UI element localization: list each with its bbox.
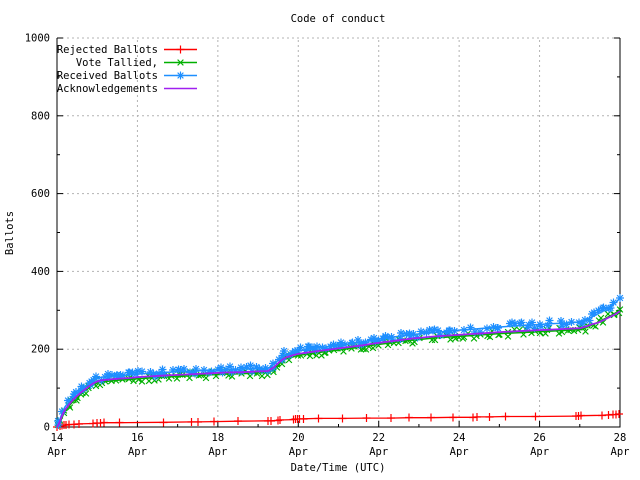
y-tick-label: 200: [31, 344, 50, 356]
x-tick-label: 14: [51, 432, 64, 444]
x-tick-sublabel: Apr: [289, 446, 308, 458]
x-tick-label: 20: [292, 432, 305, 444]
x-tick-sublabel: Apr: [128, 446, 147, 458]
series-acknowledgements: [56, 310, 621, 428]
legend-label-acknowledgements: Acknowledgements: [57, 83, 158, 95]
series-line-acknowledgements: [56, 310, 621, 428]
x-tick-label: 24: [453, 432, 466, 444]
x-tick-labels: 14 Apr 16 Apr 18 Apr 20 Apr 22 Apr 24 Apr 26 Apr 28 Apr: [48, 432, 630, 458]
legend-sample-1: [164, 45, 197, 54]
x-tick-sublabel: Apr: [611, 446, 630, 458]
y-tick-label: 800: [31, 110, 50, 122]
series-markers-rejected-ballots: [53, 410, 623, 431]
legend-sample-3: [164, 71, 197, 80]
y-axis-label: Ballots: [4, 211, 16, 255]
x-tick-label: 22: [372, 432, 385, 444]
x-tick-label: 26: [533, 432, 546, 444]
chart-title: Code of conduct: [291, 13, 386, 25]
series-markers-received-ballots: [54, 294, 624, 429]
series-line-received-ballots: [56, 297, 621, 428]
x-tick-sublabel: Apr: [369, 446, 388, 458]
y-tick-label: 1000: [25, 33, 50, 45]
y-tick-label: 600: [31, 188, 50, 200]
legend-sample-2: [164, 59, 197, 66]
x-tick-label: 28: [614, 432, 627, 444]
x-tick-sublabel: Apr: [530, 446, 549, 458]
legend-line-samples: [164, 45, 197, 90]
x-tick-label: 16: [131, 432, 144, 444]
legend: Rejected Ballots Vote Tallied, Received …: [57, 44, 197, 95]
plot-graphics: 14 Apr 16 Apr 18 Apr 20 Apr 22 Apr 24 Apr 26 Apr 28 Apr…: [25, 33, 630, 459]
legend-label-vote-tallied: Vote Tallied,: [76, 57, 158, 69]
x-axis-label: Date/Time (UTC): [291, 462, 386, 474]
x-tick-label: 18: [212, 432, 225, 444]
y-tick-labels: 0 200 400 600 800 1000: [25, 33, 50, 434]
x-tick-sublabel: Apr: [450, 446, 469, 458]
x-tick-sublabel: Apr: [208, 446, 227, 458]
y-tick-label: 0: [44, 422, 50, 434]
legend-label-rejected-ballots: Rejected Ballots: [57, 44, 158, 56]
x-tick-sublabel: Apr: [48, 446, 67, 458]
y-tick-label: 400: [31, 266, 50, 278]
series-received-ballots: [56, 297, 621, 428]
legend-label-received-ballots: Received Ballots: [57, 70, 158, 82]
